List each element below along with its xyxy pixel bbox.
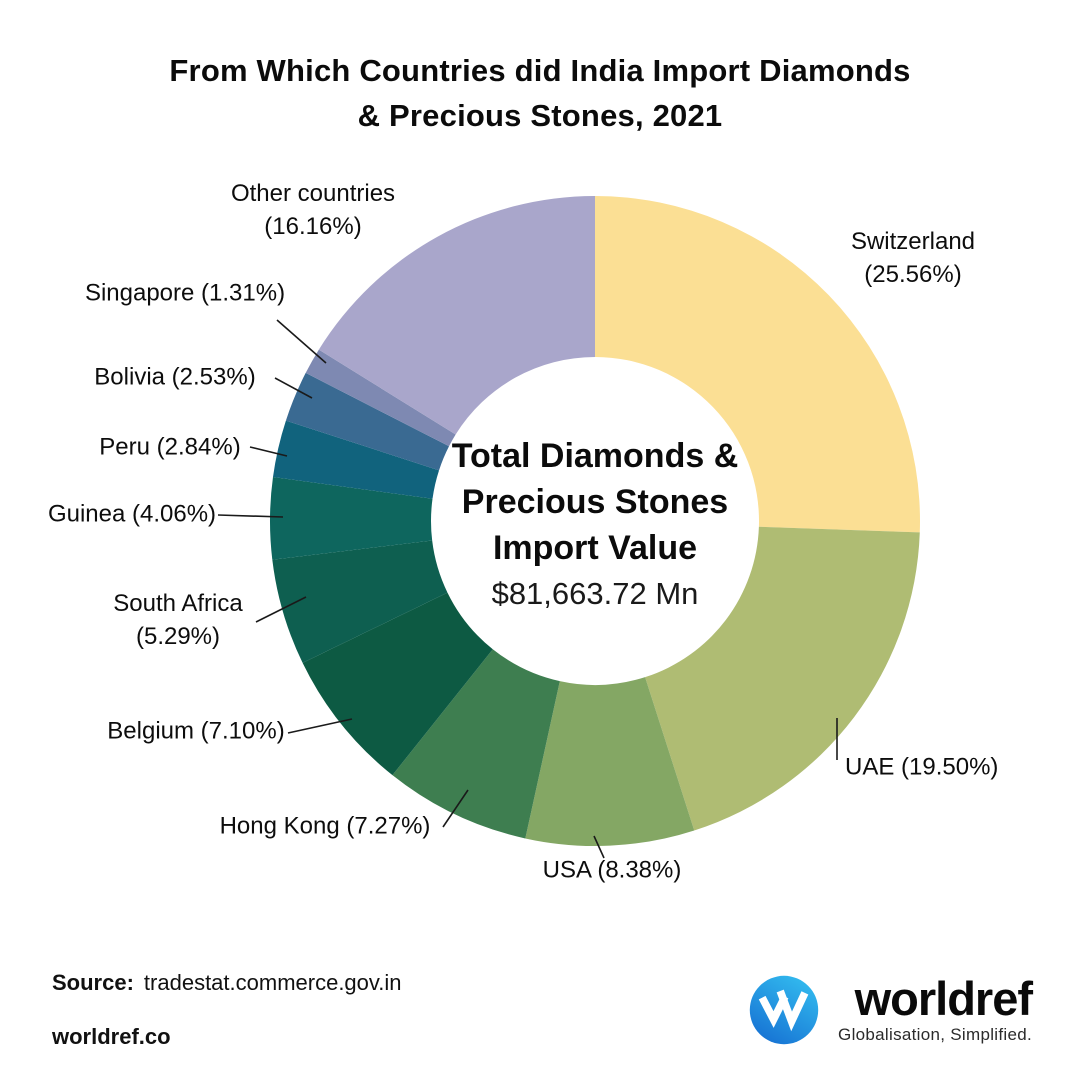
leader-line-peru: [249, 446, 288, 457]
website-text: worldref.co: [52, 1024, 171, 1049]
worldref-logo-icon: [749, 975, 819, 1045]
donut-segment-bolivia: [285, 372, 450, 471]
donut-segment-uae: [645, 526, 920, 831]
brand-name: worldref: [854, 972, 1033, 1025]
donut-segment-guinea: [269, 477, 433, 560]
leader-line-usa: [593, 835, 605, 859]
leader-line-singapore: [276, 319, 327, 364]
source-row: Source: tradestat.commerce.gov.in: [52, 970, 402, 996]
segment-label-hong-kong: Hong Kong (7.27%): [219, 812, 431, 840]
leader-line-south-africa: [255, 596, 307, 623]
donut-segment-switzerland: [595, 196, 921, 533]
leader-line-hong-kong: [442, 789, 469, 828]
chart-title: From Which Countries did India Import Di…: [0, 48, 1080, 138]
segment-label-bolivia: Bolivia (2.53%): [94, 363, 256, 391]
chart-title-line2: & Precious Stones, 2021: [357, 98, 723, 133]
donut-segment-south-africa: [272, 540, 448, 663]
donut-segment-belgium: [302, 592, 493, 776]
source-label: Source:: [52, 970, 134, 995]
donut-segment-singapore: [305, 349, 456, 447]
chart-title-line1: From Which Countries did India Import Di…: [169, 53, 911, 88]
donut-segment-other-countries: [318, 196, 595, 435]
segment-label-switzerland: Switzerland (25.56%): [850, 228, 976, 288]
brand-block: worldref Globalisation, Simplified.: [746, 972, 1033, 1048]
leader-line-guinea: [217, 514, 284, 518]
center-value: $81,663.72 Mn: [491, 576, 699, 611]
leader-line-bolivia: [274, 377, 313, 399]
brand-text: worldref Globalisation, Simplified.: [838, 972, 1033, 1045]
leader-line-belgium: [287, 718, 353, 734]
segment-label-usa: USA (8.38%): [542, 856, 682, 884]
segment-label-peru: Peru (2.84%): [99, 433, 241, 461]
brand-tagline: Globalisation, Simplified.: [838, 1025, 1032, 1044]
source-value: tradestat.commerce.gov.in: [143, 970, 402, 995]
donut-segment-peru: [272, 420, 440, 499]
center-label: Total Diamonds & Precious Stones Import …: [451, 437, 739, 567]
donut-segment-hong-kong: [392, 649, 560, 839]
segment-label-singapore: Singapore (1.31%): [84, 279, 286, 307]
segment-label-other-countries: Other countries (16.16%): [230, 180, 396, 240]
segment-label-uae: UAE (19.50%): [845, 753, 999, 781]
segment-label-belgium: Belgium (7.10%): [107, 717, 285, 745]
donut-segment-usa: [525, 677, 695, 847]
segment-label-guinea: Guinea (4.06%): [47, 500, 217, 528]
donut-center-text: Total Diamonds & Precious Stones Import …: [420, 433, 770, 615]
segment-label-south-africa: South Africa (5.29%): [113, 590, 243, 650]
